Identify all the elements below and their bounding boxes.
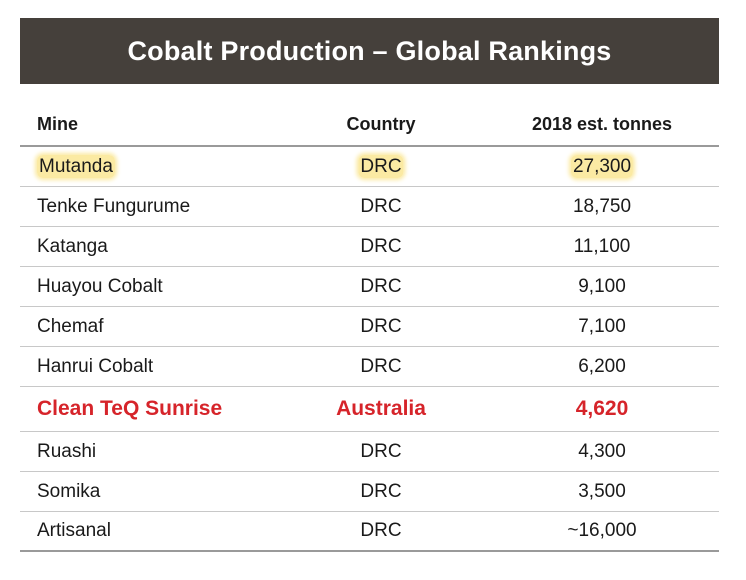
tonnes-cell: ~16,000 [567, 520, 637, 541]
country-cell: DRC [360, 440, 402, 462]
table-row: Katanga DRC 11,100 [20, 227, 719, 267]
page-title: Cobalt Production – Global Rankings [127, 35, 612, 66]
country-cell: Australia [336, 397, 426, 420]
table-row: Ruashi DRC 4,300 [20, 432, 719, 472]
mine-cell: Ruashi [37, 440, 97, 462]
table-row-emphasized: Clean TeQ Sunrise Australia 4,620 [20, 387, 719, 432]
table-row: Huayou Cobalt DRC 9,100 [20, 267, 719, 307]
mine-cell: Mutanda [37, 154, 115, 178]
mine-cell: Somika [37, 480, 101, 502]
table-row: Tenke Fungurume DRC 18,750 [20, 187, 719, 227]
table-row: Artisanal DRC ~16,000 [20, 512, 719, 552]
country-cell: DRC [360, 480, 402, 502]
tonnes-cell: 7,100 [578, 315, 626, 337]
tonnes-cell: 4,620 [575, 397, 629, 420]
table-header-row: Mine Country 2018 est. tonnes [20, 104, 719, 147]
mine-cell: Chemaf [37, 315, 104, 337]
country-cell: DRC [360, 195, 402, 217]
mine-cell: Huayou Cobalt [37, 275, 163, 297]
mine-cell: Katanga [37, 235, 108, 257]
column-header-country: Country [346, 114, 416, 134]
country-cell: DRC [360, 275, 402, 297]
mine-cell: Artisanal [37, 520, 111, 541]
tonnes-cell: 9,100 [578, 275, 626, 297]
rankings-table: Mine Country 2018 est. tonnes Mutanda DR… [20, 104, 719, 552]
tonnes-cell: 6,200 [578, 355, 626, 377]
country-cell: DRC [360, 520, 402, 541]
highlighted-text: 27,300 [570, 154, 634, 178]
highlighted-text: Mutanda [37, 154, 115, 178]
table-row: Mutanda DRC 27,300 [20, 147, 719, 187]
mine-cell: Clean TeQ Sunrise [37, 397, 223, 420]
table-row: Somika DRC 3,500 [20, 472, 719, 512]
country-cell: DRC [360, 355, 402, 377]
tonnes-cell: 27,300 [570, 154, 634, 178]
country-cell: DRC [360, 315, 402, 337]
table-row: Hanrui Cobalt DRC 6,200 [20, 347, 719, 387]
mine-cell: Tenke Fungurume [37, 195, 191, 217]
tonnes-cell: 4,300 [578, 440, 626, 462]
column-header-tonnes: 2018 est. tonnes [531, 114, 673, 134]
tonnes-cell: 3,500 [578, 480, 626, 502]
mine-cell: Hanrui Cobalt [37, 355, 154, 377]
tonnes-cell: 18,750 [572, 195, 632, 217]
table-row: Chemaf DRC 7,100 [20, 307, 719, 347]
title-banner: Cobalt Production – Global Rankings [20, 18, 719, 84]
tonnes-cell: 11,100 [573, 235, 631, 257]
highlighted-text: DRC [358, 154, 404, 178]
country-cell: DRC [360, 235, 402, 257]
country-cell: DRC [358, 154, 404, 178]
column-header-mine: Mine [37, 114, 79, 134]
